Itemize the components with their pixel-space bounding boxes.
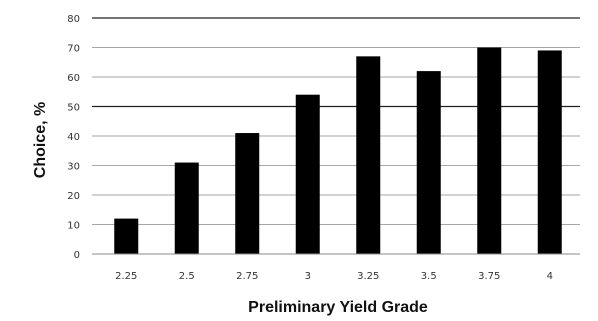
y-tick-label: 70 (67, 44, 80, 55)
y-tick-label: 40 (67, 132, 80, 143)
gridlines (92, 17, 580, 225)
x-tick-label: 2.5 (179, 271, 195, 282)
bar-2-5 (174, 162, 199, 254)
y-tick-label: 0 (74, 250, 80, 261)
x-axis-title: Preliminary Yield Grade (248, 299, 428, 316)
x-tick-label: 3.75 (478, 271, 500, 282)
bar-4 (537, 50, 562, 255)
y-tick-label: 10 (67, 221, 80, 232)
x-tick-label: 2.75 (236, 271, 258, 282)
y-tick-label: 30 (67, 162, 80, 173)
bars (114, 47, 562, 255)
y-tick-label: 50 (67, 103, 80, 114)
bar-3 (295, 94, 320, 254)
bar-2-25 (114, 218, 139, 254)
x-tick-label: 3.25 (357, 271, 379, 282)
y-tick-label: 60 (67, 73, 80, 84)
x-tick-label: 3.5 (421, 271, 437, 282)
y-axis-title: Choice, % (32, 102, 49, 178)
x-tick-label: 3 (305, 271, 311, 282)
bar-2-75 (235, 133, 260, 254)
bar-3-5 (416, 71, 441, 254)
y-tick-label: 20 (67, 191, 80, 202)
x-tick-label: 2.25 (115, 271, 137, 282)
y-tick-labels: 0 10 20 30 40 50 60 70 80 (67, 14, 80, 261)
bar-3-75 (477, 47, 502, 254)
x-tick-label: 4 (547, 271, 553, 282)
y-tick-label: 80 (67, 14, 80, 25)
x-tick-labels: 2.25 2.5 2.75 3 3.25 3.5 3.75 4 (115, 271, 553, 282)
bar-3-25 (356, 56, 381, 254)
